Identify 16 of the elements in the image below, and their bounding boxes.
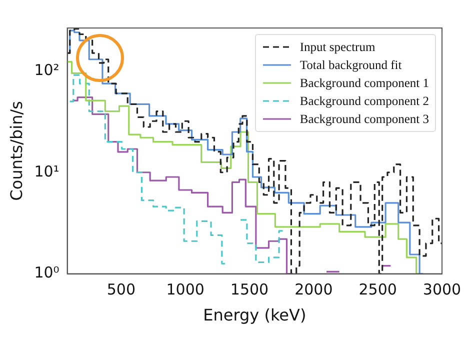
x-axis-title: Energy (keV) [203,306,306,325]
y-tick-label: 10² [34,60,60,79]
y-axis-title: Counts/bin/s [6,101,26,201]
x-tick-label: 2000 [294,280,333,299]
y-tick-label: 10⁰ [34,264,60,282]
y-tick-label: 10¹ [34,162,60,180]
legend-label: Background component 1 [300,75,429,92]
x-tick-label: 500 [106,280,136,299]
x-tick-label: 1000 [166,280,204,299]
legend-label: Background component 2 [300,93,429,110]
legend-label: Input spectrum [300,39,376,56]
x-tick-label: 3000 [422,280,462,299]
legend-label: Background component 3 [300,111,429,128]
legend-label: Total background fit [300,57,402,74]
x-tick-label: 2500 [358,280,397,299]
x-tick-label: 1500 [230,280,269,299]
